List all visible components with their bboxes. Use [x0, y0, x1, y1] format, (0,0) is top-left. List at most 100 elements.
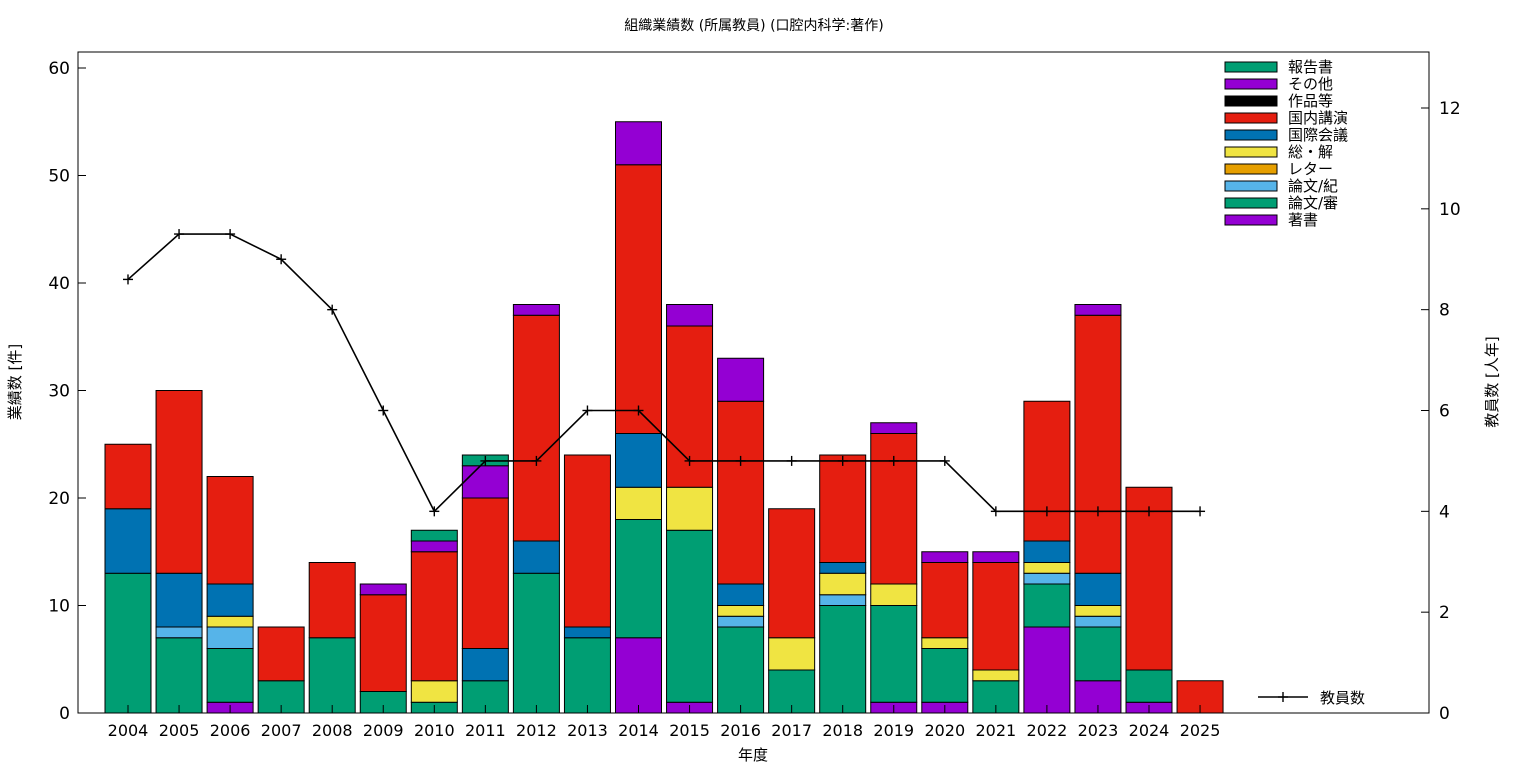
bar-segment-2014-著書	[615, 637, 662, 714]
staff-count-point-2016	[735, 455, 746, 466]
bar-stack-2013	[563, 454, 611, 714]
legend-item-レター: レター	[1224, 160, 1333, 178]
bar-segment-2019-論文/審	[870, 605, 918, 703]
bar-segment-2021-国内講演	[972, 562, 1020, 671]
bar-segment-2024-国内講演	[1125, 486, 1173, 671]
bar-segment-2012-その他	[512, 304, 560, 316]
bar-segment-2018-論文/審	[819, 605, 867, 714]
bar-segment-2011-国内講演	[461, 497, 509, 649]
bar-segment-2024-論文/審	[1125, 669, 1173, 703]
bar-segment-2005-論文/審	[155, 637, 203, 714]
bar-segment-2004-国際会議	[104, 508, 152, 574]
legend-item-作品等: 作品等	[1224, 92, 1333, 110]
bar-segment-2008-論文/審	[308, 637, 356, 714]
staff-count-point-2023	[1092, 506, 1103, 517]
legend-swatch	[1224, 95, 1278, 107]
bar-segment-2016-論文/紀	[717, 615, 765, 628]
x-tick-label-2018: 2018	[822, 721, 863, 740]
staff-count-point-2019	[888, 455, 899, 466]
x-tick-label-2016: 2016	[720, 721, 761, 740]
legend-swatch	[1224, 61, 1278, 73]
x-tick-label-2009: 2009	[363, 721, 404, 740]
legend-item-論文/審: 論文/審	[1224, 194, 1338, 212]
bar-segment-2010-その他	[410, 540, 458, 553]
axes-layer: 0 10 20 30 40 50 60 0 2 4 6 8 10 12 2004 2005 2006 2007 20…	[48, 59, 1460, 740]
y-tick-label-40: 40	[48, 274, 70, 294]
bar-stack-2011	[461, 454, 509, 714]
bar-segment-2006-論文/紀	[206, 626, 254, 649]
bar-stack-2022	[1023, 400, 1071, 714]
staff-count-point-2020	[939, 455, 950, 466]
y2-tick-label-4: 4	[1439, 502, 1450, 522]
bar-stack-2009	[359, 583, 407, 714]
bar-segment-2006-総・解	[206, 615, 254, 628]
legend-item-論文/紀: 論文/紀	[1224, 177, 1338, 195]
x-tick-label-2011: 2011	[465, 721, 506, 740]
bar-segment-2012-論文/審	[512, 572, 560, 714]
bar-segment-2019-その他	[870, 422, 918, 434]
legend-swatch	[1224, 78, 1278, 90]
bar-segment-2014-国内講演	[615, 164, 662, 434]
bar-segment-2021-その他	[972, 551, 1020, 563]
staff-count-point-2010	[429, 506, 440, 517]
bar-segment-2004-国内講演	[104, 443, 152, 510]
bar-segment-2017-国内講演	[768, 508, 816, 639]
staff-count-point-2025	[1195, 506, 1206, 517]
staff-count-point-2012	[531, 455, 542, 466]
bar-segment-2023-その他	[1074, 304, 1122, 316]
staff-count-point-2018	[837, 455, 848, 466]
bar-stack-2017	[768, 508, 816, 714]
bar-segment-2020-国内講演	[921, 562, 969, 639]
bar-stack-2014	[615, 121, 662, 714]
bar-stack-2007	[257, 626, 305, 714]
legend-label: その他	[1288, 75, 1333, 93]
y2-tick-label-6: 6	[1439, 402, 1450, 422]
bar-stack-2006	[206, 476, 254, 714]
legend-swatch	[1224, 163, 1278, 175]
bar-segment-2022-著書	[1023, 626, 1071, 714]
bar-stack-2012	[512, 304, 560, 714]
x-tick-label-2022: 2022	[1027, 721, 1068, 740]
x-axis-label: 年度	[738, 746, 768, 764]
y2-axis-label: 教員数 [人年]	[1483, 336, 1501, 427]
bar-segment-2014-その他	[615, 121, 662, 166]
legend-label: レター	[1288, 160, 1333, 178]
plot-frame	[77, 51, 1430, 714]
staff-count-point-2009	[378, 405, 389, 416]
bar-segment-2021-総・解	[972, 669, 1020, 682]
staff-count-point-2024	[1144, 506, 1154, 517]
bar-segment-2006-国際会議	[206, 583, 254, 617]
bar-segment-2018-国内講演	[819, 454, 867, 563]
legend-swatch	[1224, 180, 1278, 192]
y-axis-label: 業績数 [件]	[6, 344, 24, 420]
x-tick-label-2013: 2013	[567, 721, 608, 740]
y-tick-label-30: 30	[48, 382, 70, 402]
y-tick-label-20: 20	[48, 489, 70, 509]
x-tick-label-2020: 2020	[924, 721, 965, 740]
legend-label: 作品等	[1288, 92, 1333, 110]
bar-stack-2015	[666, 304, 714, 714]
staff-count-point-2014	[633, 405, 644, 416]
bar-segment-2016-総・解	[717, 605, 765, 617]
bar-stack-2008	[308, 562, 356, 714]
staff-count-point-2008	[327, 304, 338, 315]
y2-tick-label-0: 0	[1439, 704, 1450, 724]
staff-count-point-2011	[480, 455, 491, 466]
bar-stack-2010	[410, 529, 458, 714]
bar-segment-2018-国際会議	[819, 562, 867, 574]
legend-item-国際会議: 国際会議	[1224, 126, 1348, 144]
bar-segment-2008-国内講演	[308, 562, 356, 639]
bar-segment-2016-その他	[717, 357, 765, 402]
bar-segment-2010-報告書	[410, 529, 458, 542]
bar-segment-2007-国内講演	[257, 626, 305, 682]
staff-count-point-2004	[123, 274, 133, 285]
legend-item-国内講演: 国内講演	[1224, 109, 1348, 127]
bar-segment-2005-国内講演	[155, 390, 203, 574]
legend-label: 教員数	[1320, 689, 1365, 707]
bar-segment-2005-国際会議	[155, 572, 203, 628]
bar-segment-2018-論文/紀	[819, 594, 867, 606]
x-tick-label-2007: 2007	[261, 721, 302, 740]
staff-count-line	[127, 233, 1201, 513]
